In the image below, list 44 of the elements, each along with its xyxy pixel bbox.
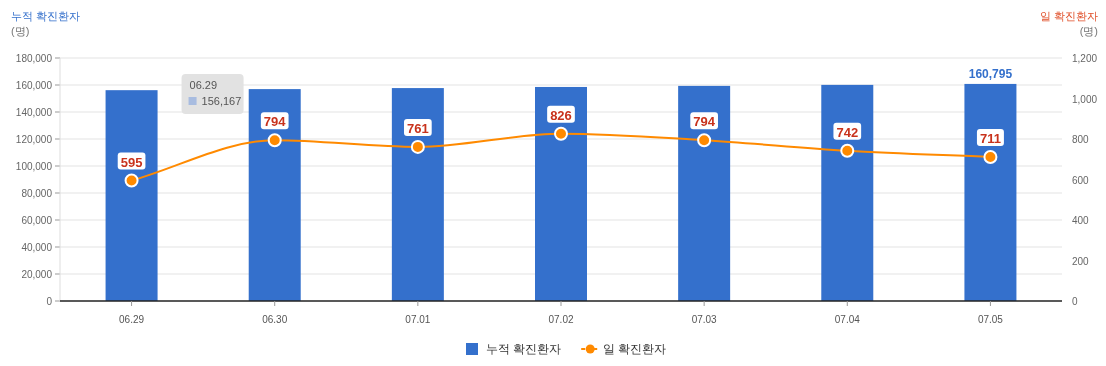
data-label: 711	[979, 131, 1001, 147]
point	[410, 139, 425, 154]
legend-label: 일 확진환자	[603, 343, 667, 355]
point	[554, 126, 568, 141]
y2-tick-label: 0	[1072, 296, 1078, 307]
point	[124, 173, 139, 188]
y-tick-label: 180,000	[15, 53, 53, 64]
annotation: 06.29 156,167	[189, 79, 242, 107]
legend-label: 누적 확진환자	[486, 343, 562, 355]
y-tick-label: 140,000	[15, 107, 53, 118]
y2-tick-label: 600	[1072, 174, 1090, 186]
data-label: 160,795	[968, 66, 1013, 81]
x-tick-label: 07.02	[548, 314, 574, 325]
y-tick-label: 60,000	[21, 215, 53, 226]
data-label: 794	[263, 114, 287, 130]
data-label: 794	[693, 114, 716, 130]
x-tick-label: 06.30	[262, 314, 288, 325]
data-label: 742	[836, 124, 859, 140]
x-tick-label: 07.03	[691, 314, 718, 325]
y-tick-label: 160,000	[15, 80, 53, 91]
y-tick-label: 20,000	[21, 269, 53, 280]
x-tick-label: 07.05	[977, 314, 1004, 325]
data-label: 595	[120, 154, 143, 170]
point	[840, 143, 855, 158]
y-tick-label: 80,000	[21, 188, 53, 199]
x-tick-label: 07.01	[405, 314, 431, 325]
data-label: 826	[550, 107, 572, 123]
y2-tick-label: 1,000	[1072, 93, 1098, 105]
y2-axis-title: 일 확진환자 (명)	[1039, 10, 1098, 37]
y2-tick-label: 800	[1072, 134, 1090, 145]
data-label: 761	[407, 120, 429, 136]
point	[267, 133, 282, 148]
y2-tick-label: 200	[1072, 255, 1090, 267]
y-tick-label: 40,000	[21, 242, 53, 253]
x-tick-label: 07.04	[834, 314, 861, 325]
y-tick-label: 100,000	[15, 161, 53, 172]
y2-tick-label: 400	[1072, 215, 1090, 226]
y-tick-label: 0	[46, 296, 53, 307]
y2-tick-label: 1,200	[1072, 53, 1098, 64]
y-tick-label: 120,000	[15, 134, 53, 145]
y-axis-title: 누적 확진환자 (명)	[11, 10, 81, 37]
point	[983, 150, 998, 165]
point	[697, 133, 712, 148]
x-tick-label: 06.29	[119, 314, 145, 325]
